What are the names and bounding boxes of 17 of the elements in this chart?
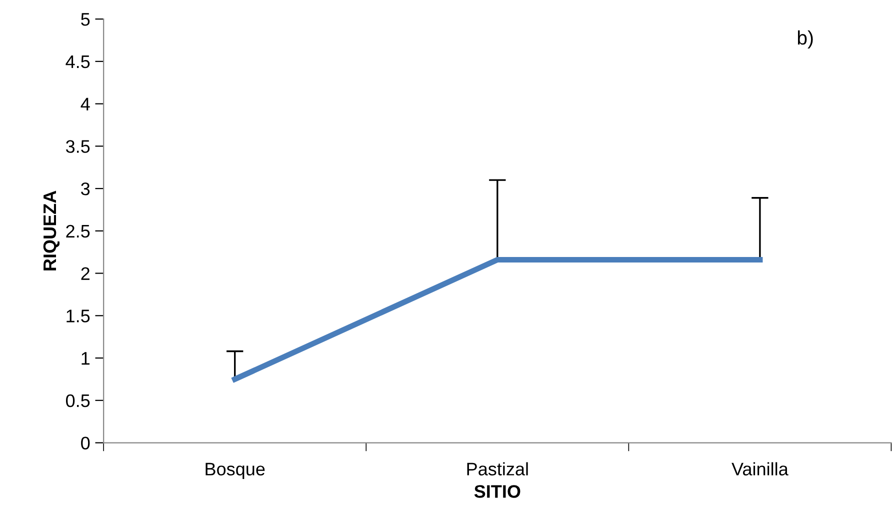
x-tick-label: Pastizal: [467, 462, 528, 476]
y-tick-label: 5: [81, 13, 90, 26]
x-axis-title: SITIO: [474, 485, 520, 498]
y-tick-label: 2: [81, 267, 90, 280]
y-axis-title: RIQUEZA: [43, 190, 60, 270]
y-tick-label: 0.5: [66, 394, 90, 408]
y-tick-label: 3: [81, 182, 90, 196]
annotation: b): [798, 30, 813, 48]
y-tick-label: 1.5: [66, 310, 90, 322]
x-tick-label: Vainilla: [732, 462, 788, 476]
y-tick-label: 1: [82, 352, 90, 365]
y-tick-label: 4.5: [66, 56, 90, 68]
y-tick-label: 0: [81, 436, 90, 450]
y-tick-label: 4: [80, 98, 90, 110]
y-tick-label: 2.5: [66, 224, 90, 238]
x-tick-label: Bosque: [206, 462, 265, 480]
y-tick-label: 3.5: [66, 140, 90, 153]
